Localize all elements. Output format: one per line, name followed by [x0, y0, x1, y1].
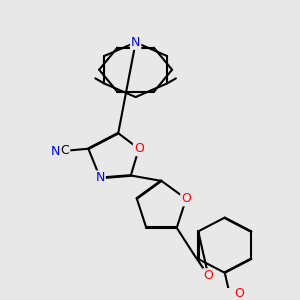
- Text: O: O: [203, 269, 213, 282]
- Text: N: N: [95, 171, 105, 184]
- Text: O: O: [234, 287, 244, 300]
- Text: O: O: [181, 192, 191, 205]
- Text: N: N: [50, 145, 60, 158]
- Text: O: O: [134, 142, 144, 155]
- Text: N: N: [131, 36, 140, 49]
- Text: C: C: [61, 144, 69, 157]
